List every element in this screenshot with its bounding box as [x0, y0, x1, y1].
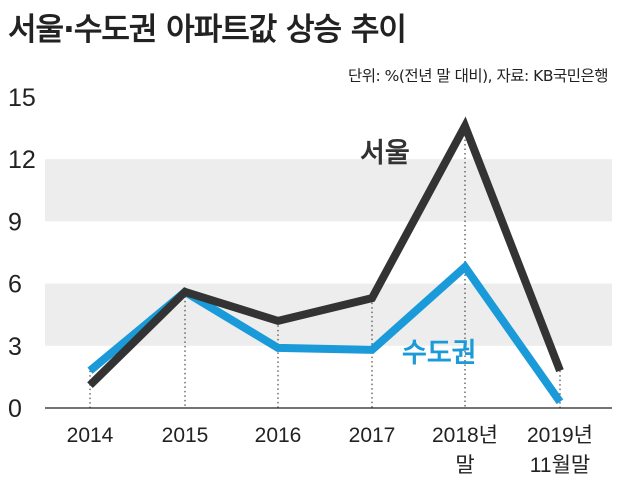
- x-tick-label: 2016: [255, 424, 302, 447]
- x-tick-label: 2014: [67, 424, 114, 447]
- grid-band: [45, 159, 612, 222]
- y-axis-ticks: 0 3 6 9 12 15: [8, 84, 36, 423]
- x-tick-label: 11월말: [530, 454, 590, 477]
- y-tick-label: 12: [8, 146, 36, 174]
- x-tick-label: 2017: [349, 424, 396, 447]
- series-label: 수도권: [402, 338, 477, 369]
- series-line: [87, 116, 564, 389]
- y-tick-label: 9: [8, 208, 22, 236]
- x-tick-label: 2019년: [527, 424, 593, 447]
- x-tick-label: 말: [455, 454, 474, 477]
- series-lines: [87, 116, 564, 405]
- y-tick-label: 15: [8, 84, 36, 112]
- unit-source-note: 단위: %(전년 말 대비), 자료: KB국민은행: [347, 67, 609, 85]
- y-tick-label: 0: [8, 395, 22, 423]
- x-tick-label: 2015: [162, 424, 209, 447]
- grid-bands: [45, 159, 612, 346]
- y-tick-label: 3: [8, 333, 22, 361]
- chart-title: 서울·수도권 아파트값 상승 추이: [8, 12, 407, 48]
- x-tick-label: 2018년: [432, 424, 498, 447]
- series-label: 서울: [360, 138, 410, 169]
- y-tick-label: 6: [8, 271, 22, 299]
